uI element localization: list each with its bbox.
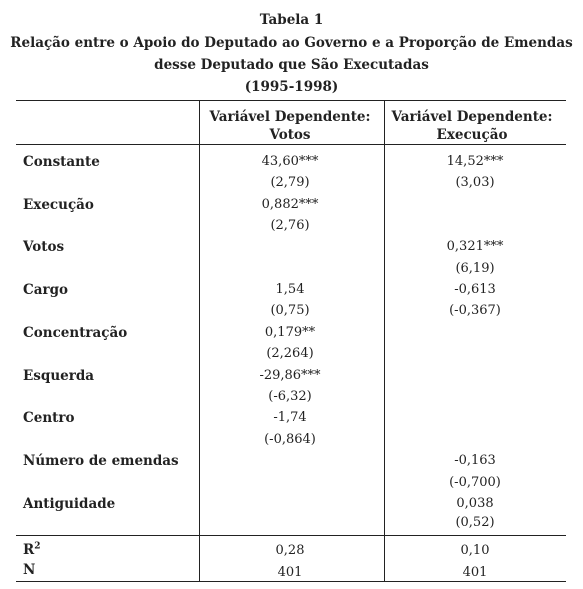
row-label-votos: Votos xyxy=(23,239,65,255)
cell-coef: -0,163 xyxy=(454,453,496,468)
cell-coef: 0,882*** xyxy=(261,197,319,212)
top-rule xyxy=(16,100,566,101)
row-label-r-squared: R2 xyxy=(23,541,41,559)
cell-coef: 14,52*** xyxy=(446,154,504,169)
column-header-line1: Variável Dependente: xyxy=(391,109,553,125)
row-label-constante: Constante xyxy=(23,154,100,170)
row-label-n: N xyxy=(23,562,36,578)
bottom-rule xyxy=(16,581,566,582)
summary-rule xyxy=(16,535,566,536)
cell-se: (3,03) xyxy=(455,175,495,190)
table-period: (1995-1998) xyxy=(244,79,339,95)
cell-se: (0,52) xyxy=(455,515,495,530)
row-label-numero-de-emendas: Número de emendas xyxy=(23,453,179,469)
column-header-line2: Execução xyxy=(436,127,508,143)
cell-coef: -0,613 xyxy=(454,282,496,297)
column-header-line2: Votos xyxy=(269,127,311,143)
r2-superscript: 2 xyxy=(34,541,41,552)
cell-se: (6,19) xyxy=(455,261,495,276)
cell-se: (0,75) xyxy=(270,303,310,318)
column-divider-2 xyxy=(384,101,385,582)
cell-coef: 1,54 xyxy=(275,282,305,297)
cell-n: 401 xyxy=(462,565,488,580)
cell-se: (-0,700) xyxy=(449,475,501,490)
cell-coef: -29,86*** xyxy=(259,368,321,383)
cell-coef: -1,74 xyxy=(273,410,307,425)
row-label-concentracao: Concentração xyxy=(23,325,128,341)
cell-se: (-6,32) xyxy=(268,389,312,404)
cell-se: (2,79) xyxy=(270,175,310,190)
table-number: Tabela 1 xyxy=(259,12,324,28)
cell-coef: 0,179** xyxy=(264,325,316,340)
r2-label-text: R xyxy=(23,542,35,558)
column-divider-1 xyxy=(199,101,200,582)
cell-se: (-0,367) xyxy=(449,303,501,318)
header-rule xyxy=(16,144,566,145)
cell-r2: 0,10 xyxy=(460,543,490,558)
row-label-execucao: Execução xyxy=(23,197,94,213)
cell-r2: 0,28 xyxy=(275,543,305,558)
cell-n: 401 xyxy=(277,565,303,580)
column-header-line1: Variável Dependente: xyxy=(209,109,371,125)
cell-se: (2,76) xyxy=(270,218,310,233)
row-label-centro: Centro xyxy=(23,410,75,426)
row-label-esquerda: Esquerda xyxy=(23,368,95,384)
cell-coef: 0,038 xyxy=(456,496,494,511)
row-label-cargo: Cargo xyxy=(23,282,69,298)
table-title-line-2: desse Deputado que São Executadas xyxy=(154,57,429,73)
row-label-antiguidade: Antiguidade xyxy=(23,496,116,512)
column-header-execucao: Variável Dependente: Execução xyxy=(382,108,562,144)
column-header-votos: Variável Dependente: Votos xyxy=(200,108,380,144)
cell-se: (-0,864) xyxy=(264,432,316,447)
cell-se: (2,264) xyxy=(266,346,314,361)
table-title-line-1: Relação entre o Apoio do Deputado ao Gov… xyxy=(10,35,573,51)
cell-coef: 0,321*** xyxy=(446,239,504,254)
cell-coef: 43,60*** xyxy=(261,154,319,169)
